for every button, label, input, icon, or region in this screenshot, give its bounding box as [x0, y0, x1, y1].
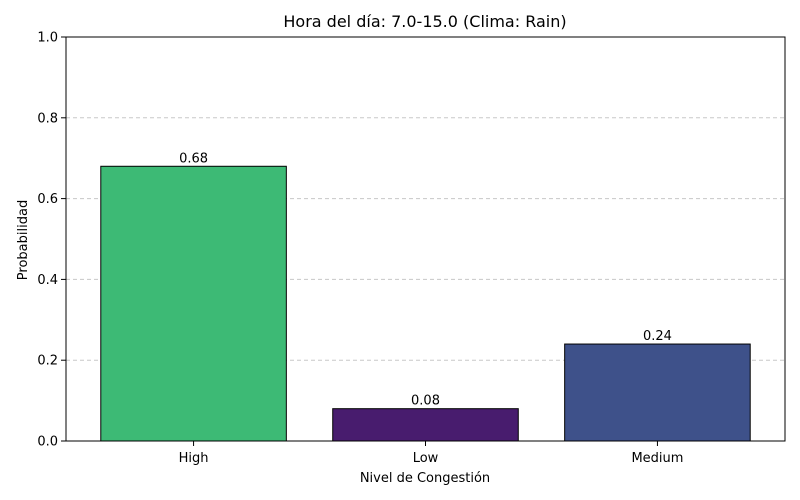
y-tick-label: 1.0 [37, 31, 58, 46]
y-tick-label: 0.0 [37, 435, 58, 450]
data-label: 0.68 [179, 151, 208, 166]
data-label: 0.24 [643, 329, 672, 344]
y-tick-label: 0.6 [37, 192, 58, 207]
bar-low [332, 408, 519, 442]
data-labels: 0.68 0.08 0.24 [179, 151, 672, 408]
data-label: 0.08 [411, 394, 440, 409]
x-axis-ticks: High Low Medium [179, 441, 683, 466]
x-tick-label: Low [413, 451, 439, 466]
x-tick-label: High [179, 451, 209, 466]
bar-medium [564, 343, 751, 442]
x-axis-label: Nivel de Congestión [360, 471, 490, 486]
plot-frame [65, 36, 786, 442]
y-axis-ticks: 0.0 0.2 0.4 0.6 0.8 1.0 [37, 31, 66, 450]
y-axis-label: Probabilidad [16, 200, 31, 280]
y-tick-label: 0.2 [37, 354, 58, 369]
y-tick-label: 0.8 [37, 111, 58, 126]
y-tick-label: 0.4 [37, 273, 58, 288]
bar-high [100, 165, 287, 442]
bars [100, 165, 751, 442]
x-tick-label: Medium [631, 451, 683, 466]
chart-title: Hora del día: 7.0-15.0 (Clima: Rain) [283, 12, 566, 31]
